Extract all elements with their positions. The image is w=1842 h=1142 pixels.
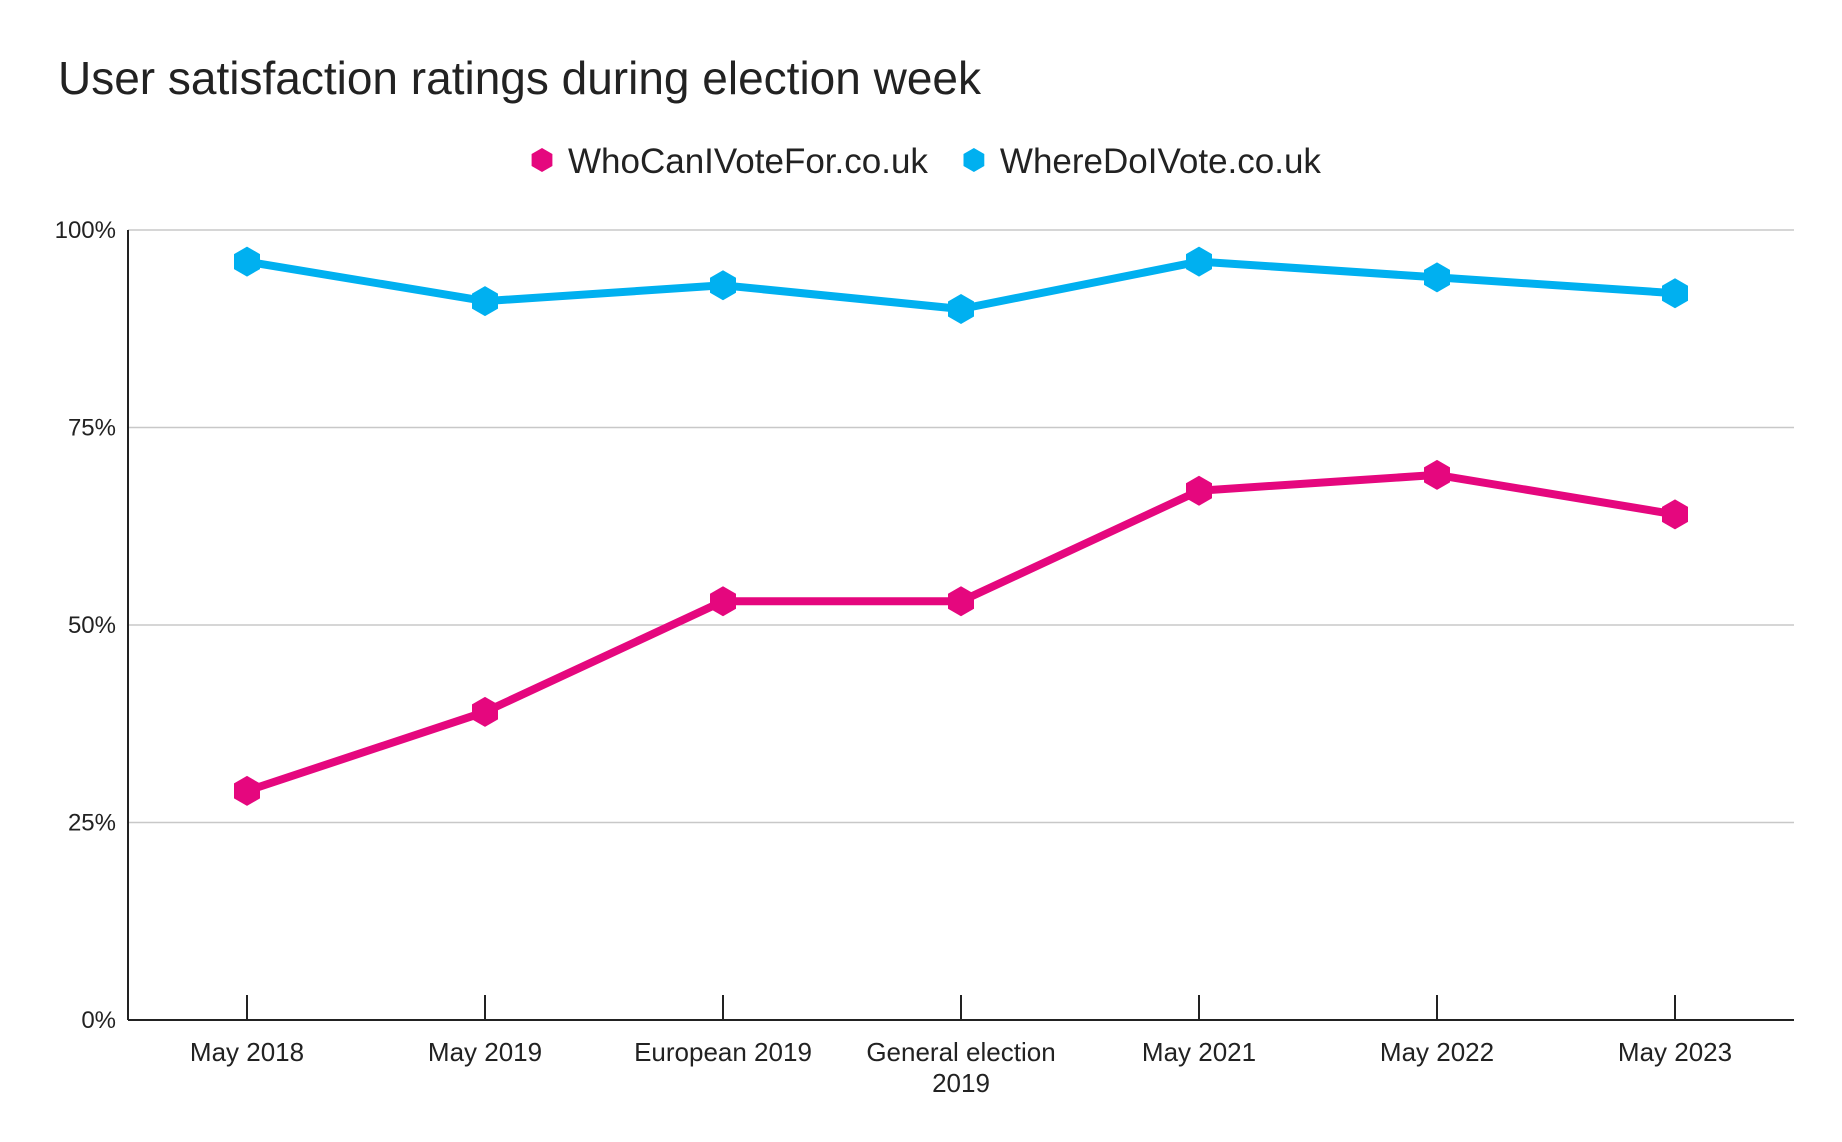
axes: May 2018 May 2019 European 2019 General ele… <box>127 230 1794 1098</box>
series-line-whocanivotefor-co-uk <box>243 470 1679 795</box>
gridlines: 0% 25% 50% 75% 100% <box>55 217 1794 1034</box>
data-point-whocanivotefor-co-uk-5 <box>1424 459 1450 490</box>
x-tick-label-general-election-2019: General election 2019 <box>866 1037 1055 1098</box>
data-point-whocanivotefor-co-uk-1 <box>472 696 498 727</box>
chart-title: User satisfaction ratings during electio… <box>58 52 982 104</box>
legend-marker-wheredoivote-co-uk <box>963 148 985 172</box>
data-point-whocanivotefor-co-uk-0 <box>234 775 260 806</box>
x-tick-label-may-2018: May 2018 <box>190 1037 304 1067</box>
data-point-wheredoivote-co-uk-2 <box>710 270 736 301</box>
data-point-wheredoivote-co-uk-0 <box>234 246 260 277</box>
series-whocanivotefor-co-uk <box>234 459 1688 806</box>
x-tick-label-may-2022: May 2022 <box>1380 1037 1494 1067</box>
x-tick-label-may-2021: May 2021 <box>1142 1037 1256 1067</box>
legend-marker-whocanivotefor-co-uk <box>531 148 553 172</box>
y-tick-label-25: 25% <box>68 810 116 837</box>
y-tick-label-100: 100% <box>55 217 116 244</box>
data-point-whocanivotefor-co-uk-3 <box>948 586 974 617</box>
data-point-whocanivotefor-co-uk-6 <box>1662 499 1688 530</box>
data-point-wheredoivote-co-uk-5 <box>1424 262 1450 293</box>
legend-label-whocanivotefor-co-uk: WhoCanIVoteFor.co.uk <box>568 142 928 181</box>
data-point-wheredoivote-co-uk-1 <box>472 286 498 317</box>
y-tick-label-75: 75% <box>68 415 116 442</box>
x-tick-label-may-2023: May 2023 <box>1618 1037 1732 1067</box>
x-tick-label-european-2019: European 2019 <box>634 1037 812 1067</box>
data-point-wheredoivote-co-uk-3 <box>948 294 974 324</box>
data-point-whocanivotefor-co-uk-4 <box>1186 475 1212 506</box>
x-tick-label-may-2019: May 2019 <box>428 1037 542 1067</box>
data-point-wheredoivote-co-uk-6 <box>1662 278 1688 309</box>
legend-label-wheredoivote-co-uk: WhereDoIVote.co.uk <box>1000 142 1321 181</box>
series-wheredoivote-co-uk <box>234 246 1688 324</box>
legend: WhoCanIVoteFor.co.uk WhereDoIVote.co.uk <box>531 142 1321 181</box>
data-point-wheredoivote-co-uk-4 <box>1186 246 1212 277</box>
data-point-whocanivotefor-co-uk-2 <box>710 586 736 617</box>
y-tick-label-50: 50% <box>68 612 116 639</box>
y-tick-label-0: 0% <box>81 1007 116 1034</box>
series-layer <box>234 246 1688 806</box>
